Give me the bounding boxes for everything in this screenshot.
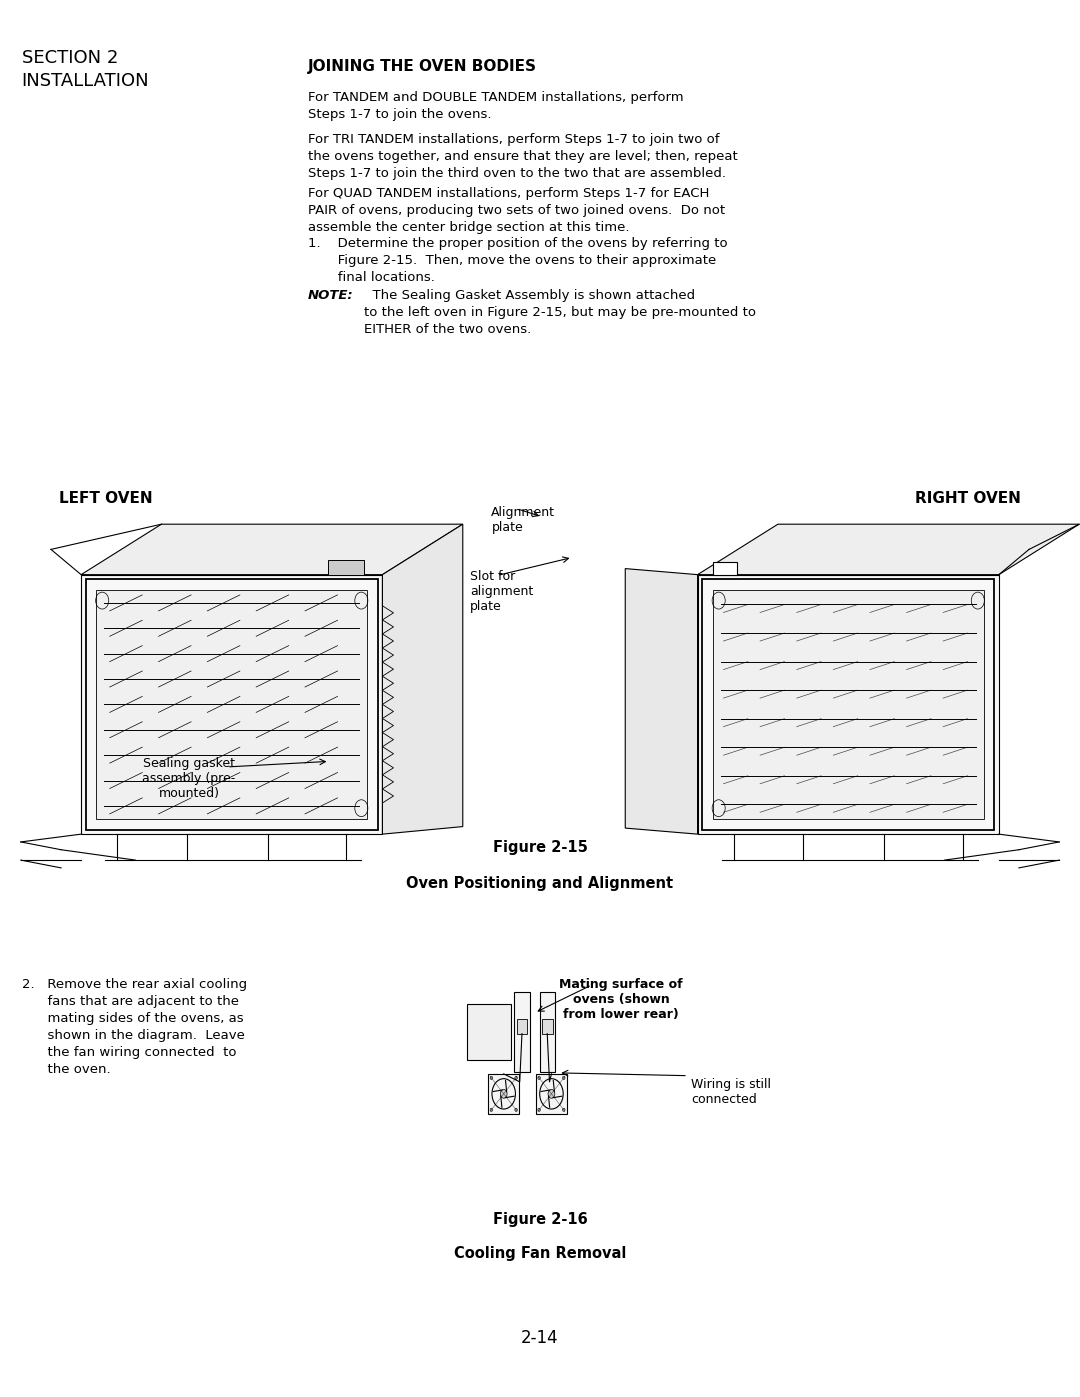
Polygon shape: [698, 574, 999, 834]
Text: For TANDEM and DOUBLE TANDEM installations, perform
Steps 1-7 to join the ovens.: For TANDEM and DOUBLE TANDEM installatio…: [308, 91, 684, 120]
Bar: [542, 1020, 553, 1034]
Text: Wiring is still
connected: Wiring is still connected: [691, 1078, 771, 1106]
Bar: [96, 590, 367, 819]
Polygon shape: [81, 574, 382, 834]
Text: 2.   Remove the rear axial cooling
      fans that are adjacent to the
      mat: 2. Remove the rear axial cooling fans th…: [22, 978, 246, 1076]
Bar: [713, 590, 984, 819]
Polygon shape: [382, 524, 463, 834]
Text: The Sealing Gasket Assembly is shown attached
to the left oven in Figure 2-15, b: The Sealing Gasket Assembly is shown att…: [364, 289, 756, 337]
Circle shape: [538, 1076, 540, 1080]
Text: RIGHT OVEN: RIGHT OVEN: [915, 492, 1021, 506]
Bar: [488, 1074, 519, 1113]
Text: Alignment
plate: Alignment plate: [491, 506, 555, 534]
Text: For TRI TANDEM installations, perform Steps 1-7 to join two of
the ovens togethe: For TRI TANDEM installations, perform St…: [308, 133, 738, 180]
Bar: [540, 992, 555, 1071]
Circle shape: [563, 1076, 565, 1080]
Text: Figure 2-15: Figure 2-15: [492, 840, 588, 855]
Text: Cooling Fan Removal: Cooling Fan Removal: [454, 1246, 626, 1261]
Text: SECTION 2
INSTALLATION: SECTION 2 INSTALLATION: [22, 49, 149, 91]
Bar: [85, 578, 378, 830]
Circle shape: [538, 1108, 540, 1112]
Bar: [516, 1020, 527, 1034]
Bar: [514, 992, 529, 1071]
Text: For QUAD TANDEM installations, perform Steps 1-7 for EACH
PAIR of ovens, produci: For QUAD TANDEM installations, perform S…: [308, 187, 725, 235]
Polygon shape: [698, 524, 1079, 574]
Circle shape: [515, 1108, 517, 1112]
Circle shape: [515, 1076, 517, 1080]
Bar: [702, 578, 995, 830]
Polygon shape: [81, 524, 463, 574]
Text: Slot for
alignment
plate: Slot for alignment plate: [470, 570, 534, 613]
Circle shape: [563, 1108, 565, 1112]
Bar: [713, 562, 737, 574]
Text: Mating surface of
ovens (shown
from lower rear): Mating surface of ovens (shown from lowe…: [559, 978, 683, 1021]
Circle shape: [548, 1090, 555, 1098]
Circle shape: [500, 1090, 508, 1098]
Circle shape: [490, 1076, 492, 1080]
Polygon shape: [625, 569, 698, 834]
Text: LEFT OVEN: LEFT OVEN: [59, 492, 153, 506]
Bar: [467, 1004, 512, 1060]
Text: 2-14: 2-14: [522, 1330, 558, 1347]
Bar: [328, 560, 364, 574]
Circle shape: [490, 1108, 492, 1112]
Bar: [536, 1074, 567, 1113]
Text: Oven Positioning and Alignment: Oven Positioning and Alignment: [406, 876, 674, 891]
Text: JOINING THE OVEN BODIES: JOINING THE OVEN BODIES: [308, 59, 537, 74]
Text: Sealing gasket
assembly (pre-
mounted): Sealing gasket assembly (pre- mounted): [143, 757, 235, 800]
Text: 1.    Determine the proper position of the ovens by referring to
       Figure 2: 1. Determine the proper position of the …: [308, 237, 728, 285]
Text: Figure 2-16: Figure 2-16: [492, 1211, 588, 1227]
Text: NOTE:: NOTE:: [308, 289, 353, 302]
